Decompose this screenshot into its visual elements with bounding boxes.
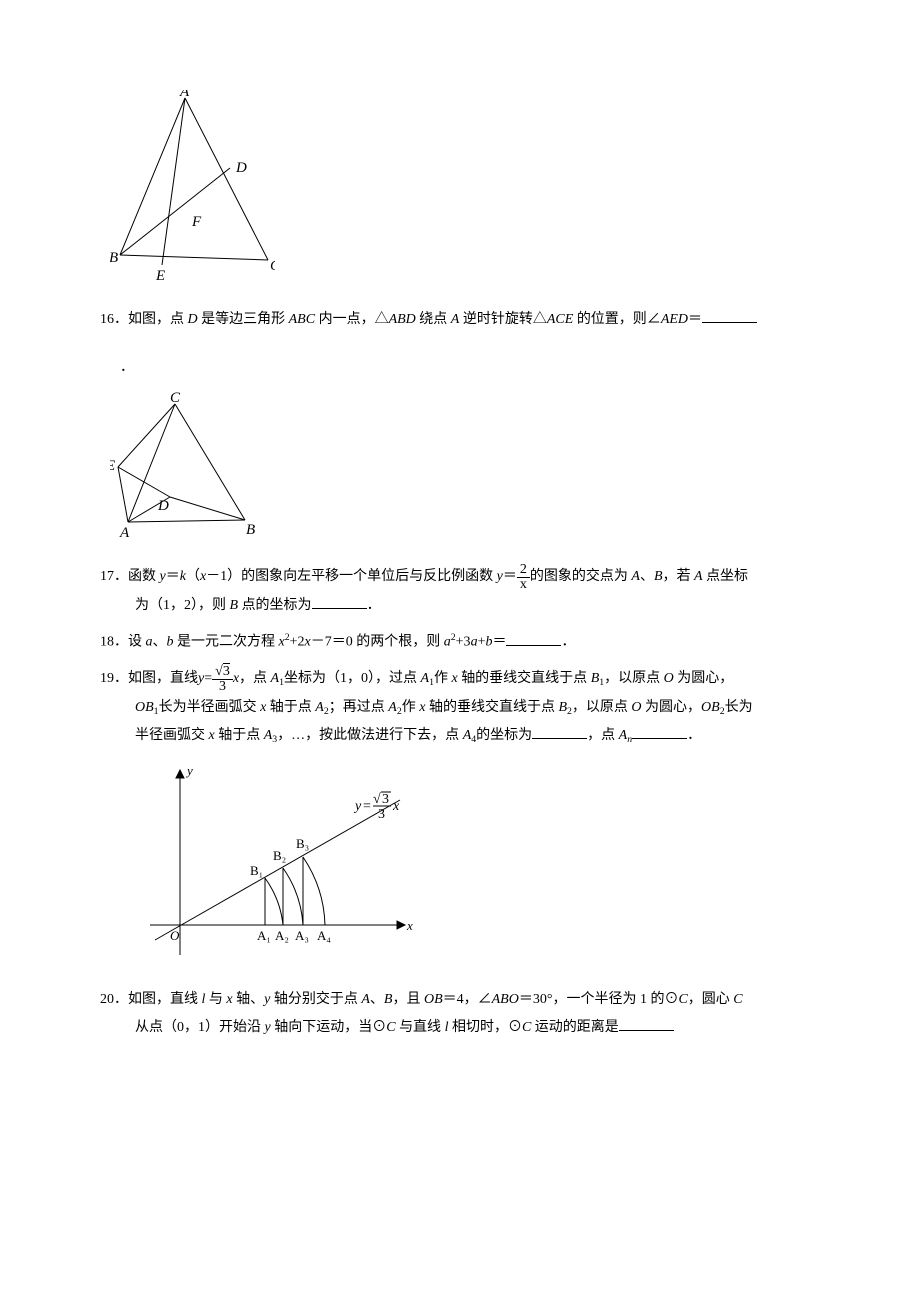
- A2-label: A₂: [275, 928, 289, 943]
- answer-blank: [312, 595, 367, 609]
- svg-text:y: y: [353, 799, 362, 814]
- svg-text:3: 3: [382, 792, 389, 807]
- svg-text:=: =: [363, 799, 371, 814]
- point-E-label: E: [110, 458, 115, 474]
- point-D-label: D: [157, 498, 169, 514]
- coordinate-arcs-diagram: O x y A₁ A₂ A₃ A₄ B₁ B₂ B₃ y = √ 3 3 x: [145, 760, 440, 965]
- A3-label: A₃: [295, 928, 309, 943]
- point-A-label: A: [179, 90, 190, 100]
- problem-19: 19．如图，直线y=√33x，点 A1坐标为（1，0），过点 A1作 x 轴的垂…: [100, 665, 840, 750]
- fraction-sqrt3-over-3: √33: [212, 665, 233, 694]
- problem-number: 17．: [100, 569, 128, 584]
- problem-number: 18．: [100, 635, 128, 650]
- A4-label: A₄: [317, 928, 331, 943]
- point-E-label: E: [155, 268, 165, 284]
- B3-label: B₃: [296, 836, 309, 851]
- point-C-label: C: [270, 258, 275, 274]
- answer-blank: [506, 632, 561, 646]
- problem-17: 17．函数 y＝k（x－1）的图象向左平移一个单位后与反比例函数 y＝2x的图象…: [100, 563, 840, 620]
- x-axis-label: x: [406, 918, 413, 933]
- svg-text:3: 3: [378, 807, 385, 822]
- problem-20: 20．如图，直线 l 与 x 轴、y 轴分别交于点 A、B，且 OB＝4，∠AB…: [100, 986, 840, 1042]
- svg-text:x: x: [392, 799, 400, 814]
- triangle-abc-de: A B C D E: [110, 392, 265, 542]
- point-B-label: B: [246, 522, 255, 538]
- problem-18: 18．设 a、b 是一元二次方程 x2+2x－7＝0 的两个根，则 a2+3a+…: [100, 628, 840, 657]
- y-axis-label: y: [185, 763, 193, 778]
- fraction-2-over-x: 2x: [517, 563, 530, 592]
- origin-label: O: [170, 928, 180, 943]
- problem-number: 19．: [100, 671, 128, 686]
- answer-blank: [532, 725, 587, 739]
- problem-number: 20．: [100, 992, 128, 1007]
- svg-text:√: √: [373, 792, 381, 807]
- figure-15: A B C D E F: [110, 90, 840, 296]
- answer-blank: [619, 1017, 674, 1031]
- point-D-label: D: [235, 160, 247, 176]
- A1-label: A₁: [257, 928, 271, 943]
- figure-19: O x y A₁ A₂ A₃ A₄ B₁ B₂ B₃ y = √ 3 3 x: [110, 760, 840, 976]
- point-C-label: C: [170, 392, 181, 406]
- problem-16: 16．如图，点 D 是等边三角形 ABC 内一点，△ABD 绕点 A 逆时针旋转…: [100, 306, 840, 382]
- B1-label: B₁: [250, 863, 263, 878]
- point-A-label: A: [119, 525, 130, 541]
- point-F-label: F: [191, 214, 202, 230]
- point-B-label: B: [110, 250, 118, 266]
- B2-label: B₂: [273, 848, 286, 863]
- answer-blank: [702, 309, 757, 323]
- triangle-abc-def: A B C D E F: [110, 90, 275, 285]
- problem-number: 16．: [100, 312, 128, 327]
- figure-16: A B C D E: [110, 392, 840, 553]
- answer-blank: [632, 725, 687, 739]
